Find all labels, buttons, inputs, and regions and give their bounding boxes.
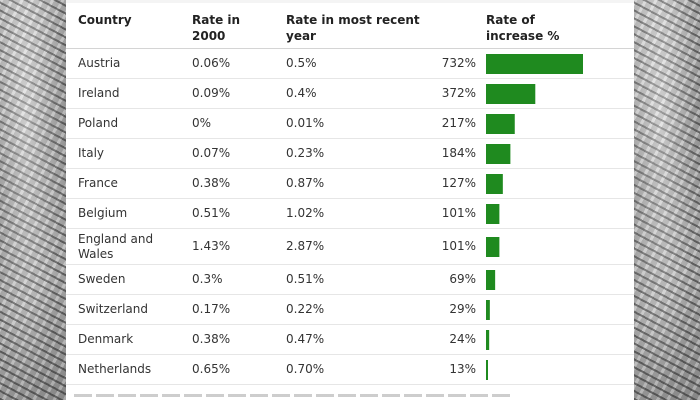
header-country: Country (78, 13, 132, 27)
country-cell: Switzerland (78, 302, 148, 316)
table-row: Ireland 0.09% 0.4% 372% (66, 79, 634, 109)
table-row: France 0.38% 0.87% 127% (66, 169, 634, 199)
rate-recent-cell: 0.23% (286, 146, 325, 160)
rate-2000-cell: 0.09% (192, 86, 231, 100)
increase-bar (486, 174, 503, 194)
rate-2000-cell: 1.43% (192, 239, 231, 253)
country-cell: Denmark (78, 332, 134, 346)
country-cell: Poland (78, 116, 119, 130)
header-divider (66, 48, 634, 49)
country-cell: Italy (78, 146, 105, 160)
rate-2000-cell: 0.06% (192, 56, 231, 70)
increase-bar (486, 300, 490, 320)
rate-recent-cell: 0.87% (286, 176, 325, 190)
rate-2000-cell: 0.17% (192, 302, 231, 316)
table-row: Italy 0.07% 0.23% 184% (66, 139, 634, 169)
table-row: England and Wales 1.43% 2.87% 101% (66, 229, 634, 265)
table-row: Netherlands 0.65% 0.70% 13% (66, 355, 634, 385)
increase-label: 69% (449, 272, 476, 286)
increase-label: 127% (441, 176, 476, 190)
increase-bar (486, 270, 496, 290)
rate-recent-cell: 0.47% (286, 332, 325, 346)
increase-label: 372% (441, 86, 476, 100)
country-cell: Belgium (78, 206, 128, 220)
rate-recent-cell: 0.51% (286, 272, 325, 286)
rate-recent-cell: 2.87% (286, 239, 325, 253)
panel-top-edge (66, 0, 634, 3)
rate-recent-cell: 0.4% (286, 86, 317, 100)
increase-label: 13% (449, 362, 476, 376)
rate-2000-cell: 0.51% (192, 206, 231, 220)
rate-2000-cell: 0.38% (192, 176, 231, 190)
rate-2000-cell: 0.65% (192, 362, 231, 376)
table-row: Denmark 0.38% 0.47% 24% (66, 325, 634, 355)
row-divider (66, 294, 634, 295)
header-rate-recent: Rate in most recent year (286, 13, 420, 43)
row-divider (66, 138, 634, 139)
table-row: Austria 0.06% 0.5% 732% (66, 49, 634, 79)
rate-2000-cell: 0% (192, 116, 212, 130)
rate-2000-cell: 0.38% (192, 332, 231, 346)
row-divider (66, 354, 634, 355)
increase-bar (486, 54, 583, 74)
increase-bar (486, 360, 488, 380)
increase-label: 184% (441, 146, 476, 160)
increase-bar (486, 204, 500, 224)
increase-bar (486, 144, 511, 164)
row-divider (66, 78, 634, 79)
increase-label: 101% (441, 206, 476, 220)
rate-recent-cell: 0.01% (286, 116, 325, 130)
row-divider (66, 324, 634, 325)
country-cell: Netherlands (78, 362, 152, 376)
increase-bar (486, 114, 515, 134)
increase-label: 29% (449, 302, 476, 316)
table-row: Sweden 0.3% 0.51% 69% (66, 265, 634, 295)
country-cell: Austria (78, 56, 121, 70)
increase-label: 24% (449, 332, 476, 346)
rate-recent-cell: 0.22% (286, 302, 325, 316)
table-row: Belgium 0.51% 1.02% 101% (66, 199, 634, 229)
increase-bar (486, 330, 490, 350)
newspaper-background-left (0, 0, 66, 400)
rate-recent-cell: 0.70% (286, 362, 325, 376)
increase-bar-chart (486, 54, 583, 380)
header-rate-2000: Rate in 2000 (192, 13, 241, 43)
row-divider (66, 108, 634, 109)
increase-label: 217% (441, 116, 476, 130)
increase-label: 101% (441, 239, 476, 253)
increase-bar (486, 237, 500, 257)
rate-recent-cell: 0.5% (286, 56, 317, 70)
row-divider (66, 228, 634, 229)
increase-label: 732% (441, 56, 476, 70)
country-cell: France (78, 176, 118, 190)
table-row: Poland 0% 0.01% 217% (66, 109, 634, 139)
table-row: Switzerland 0.17% 0.22% 29% (66, 295, 634, 325)
source-footnote (74, 394, 514, 397)
rate-2000-cell: 0.07% (192, 146, 231, 160)
row-divider (66, 264, 634, 265)
row-divider (66, 168, 634, 169)
table-panel: Country Rate in 2000 Rate in most recent… (66, 0, 634, 400)
country-cell: Ireland (78, 86, 120, 100)
country-cell: England and Wales (78, 232, 154, 261)
row-divider (66, 384, 634, 385)
country-cell: Sweden (78, 272, 126, 286)
rate-2000-cell: 0.3% (192, 272, 223, 286)
increase-bar (486, 84, 536, 104)
row-divider (66, 198, 634, 199)
header-rate-increase: Rate of increase % (486, 13, 560, 43)
rate-recent-cell: 1.02% (286, 206, 325, 220)
newspaper-background-right (634, 0, 700, 400)
